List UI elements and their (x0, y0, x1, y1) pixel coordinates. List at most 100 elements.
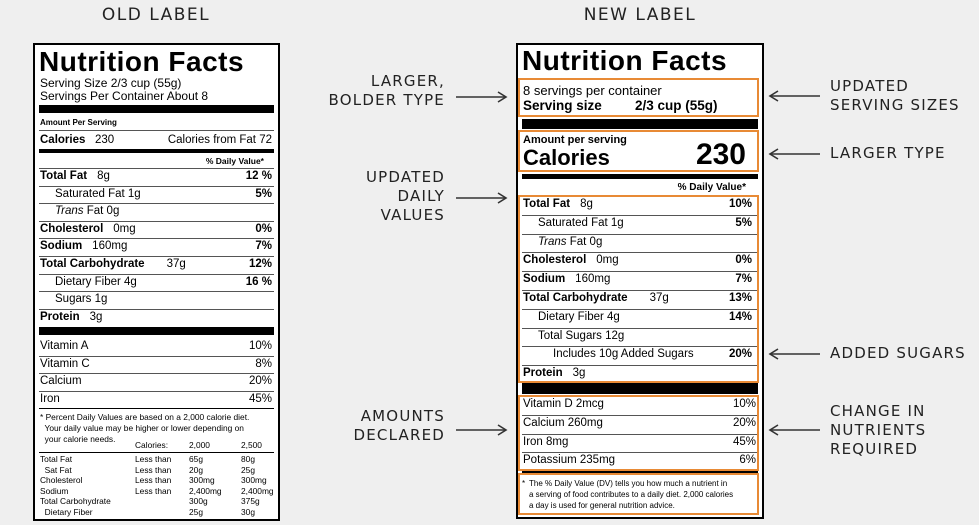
annotation-larger-bolder-type: LARGER, BOLDER TYPE (329, 72, 445, 110)
nutrient-label: Sodium (523, 273, 566, 286)
annotation-change-in-nutrients: CHANGE IN NUTRIENTS REQUIRED (830, 402, 926, 459)
table-cell: 25g (241, 464, 255, 475)
table-cell: Less than (135, 475, 172, 485)
divider (39, 273, 274, 275)
nutrient-label: Dietary Fiber 4g (538, 310, 620, 323)
divider (522, 433, 758, 435)
nutrient-daily-value: 12 % (245, 170, 272, 182)
old-calories-value: 230 (94, 134, 115, 146)
arrow-left-icon (768, 148, 820, 160)
divider (522, 252, 758, 254)
old-servings-per-container: Servings Per Container About 8 (40, 89, 209, 103)
nutrient-row: Total Carbohydrate 37g (40, 258, 186, 270)
new-dv-header: % Daily Value* (677, 182, 746, 193)
new-amount-per-serving: Amount per serving (523, 134, 627, 146)
nutrient-amount: 8g (97, 170, 110, 182)
annotation-line: NUTRIENTS (830, 421, 927, 439)
annotation-line: DAILY (397, 187, 445, 205)
arrow-left-icon (768, 90, 820, 102)
annotation-line: UPDATED (830, 77, 909, 95)
nutrient-daily-value: 5% (735, 216, 752, 229)
old-calories-row: Calories 230 (40, 134, 114, 146)
annotation-line: ADDED SUGARS (830, 344, 966, 362)
footnote-line: a day is used for general nutrition advi… (529, 501, 675, 510)
divider (39, 390, 274, 392)
nutrient-row: Saturated Fat 1g (538, 217, 624, 229)
nutrient-label: Total Fat (523, 198, 571, 210)
vitamin-label: Iron 8mg (523, 435, 569, 448)
old-amount-per-serving: Amount Per Serving (40, 118, 117, 127)
arrow-right-icon (456, 424, 508, 436)
nutrient-label: Sodium (40, 240, 83, 253)
nutrient-daily-value: 20% (728, 348, 752, 361)
old-nutrition-label: Nutrition Facts Serving Size 2/3 cup (55… (33, 43, 280, 521)
table-header-cell: 2,000 (189, 440, 210, 450)
vitamin-daily-value: 20% (732, 416, 756, 429)
nutrient-label: Saturated Fat 1g (55, 187, 141, 200)
table-cell: Less than (135, 464, 172, 475)
annotation-amounts-declared: AMOUNTS DECLARED (353, 407, 445, 445)
nutrient-label: Cholesterol (523, 254, 587, 267)
new-servings-per-container: 8 servings per container (523, 83, 662, 98)
footnote-line: Your daily value may be higher or lower … (40, 423, 244, 433)
divider (39, 408, 274, 409)
table-cell: Less than (135, 454, 172, 464)
nutrient-row: Trans Fat 0g (55, 205, 119, 217)
vitamin-label: Vitamin A (40, 340, 89, 352)
nutrient-daily-value: 13% (728, 292, 752, 304)
divider (39, 220, 274, 222)
table-cell: 65g (189, 454, 203, 464)
vitamin-label: Calcium (40, 375, 82, 387)
annotation-line: SERVING SIZES (830, 96, 960, 114)
nutrient-row: Total Sugars 12g (538, 330, 624, 342)
nutrient-daily-value: 14% (728, 310, 752, 323)
new-serving-size-label: Serving size (523, 98, 602, 113)
old-calories-label: Calories (40, 134, 86, 146)
nutrient-row: Sodium 160mg (523, 273, 610, 285)
nutrient-amount: 0mg (113, 222, 136, 235)
nutrient-daily-value: 7% (255, 240, 272, 253)
new-footnote-star: * (522, 479, 526, 488)
nutrient-label: Total Fat (40, 170, 88, 182)
footnote-line: your calorie needs. (40, 434, 116, 444)
nutrient-amount: 0mg (596, 254, 619, 267)
new-calories-label: Calories (523, 145, 610, 170)
nutrient-amount: 8g (580, 198, 593, 210)
vitamin-label: Calcium 260mg (523, 416, 603, 429)
nutrient-daily-value: 12% (248, 258, 272, 270)
divider (39, 452, 274, 453)
divider-thick (39, 327, 274, 335)
divider-thick (522, 383, 758, 394)
divider (522, 308, 758, 310)
nutrient-daily-value: 0% (735, 254, 752, 267)
vitamin-label: Vitamin C (40, 357, 90, 370)
nutrient-label: Protein (40, 310, 80, 323)
vitamin-label: Iron (40, 392, 60, 405)
divider (522, 365, 758, 367)
nutrient-row: Cholesterol 0mg (523, 254, 619, 266)
divider (39, 203, 274, 205)
table-cell: Dietary Fiber (40, 506, 93, 517)
annotation-line: CHANGE IN (830, 402, 926, 420)
annotation-larger-type: LARGER TYPE (830, 144, 946, 163)
nutrient-label: Trans (538, 235, 567, 248)
footnote-line: a serving of food contributes to a daily… (529, 490, 734, 499)
table-header-cell: Calories: (135, 440, 169, 450)
divider (522, 214, 758, 216)
divider (522, 327, 758, 329)
footnote-line: The % Daily Value (DV) tells you how muc… (529, 479, 728, 488)
divider (39, 185, 274, 187)
divider (39, 168, 274, 169)
annotation-line: LARGER TYPE (830, 144, 946, 162)
divider (39, 130, 274, 131)
table-cell: 300mg (189, 475, 215, 485)
vitamin-daily-value: 10% (732, 398, 756, 410)
annotation-line: REQUIRED (830, 440, 919, 458)
table-cell: 300mg (241, 475, 267, 485)
annotation-line: LARGER, (370, 72, 445, 90)
divider-thick (522, 119, 758, 129)
nutrient-amount: 3g (572, 367, 586, 380)
nutrient-amount: 37g (166, 258, 186, 270)
nutrient-daily-value: 7% (735, 273, 752, 286)
